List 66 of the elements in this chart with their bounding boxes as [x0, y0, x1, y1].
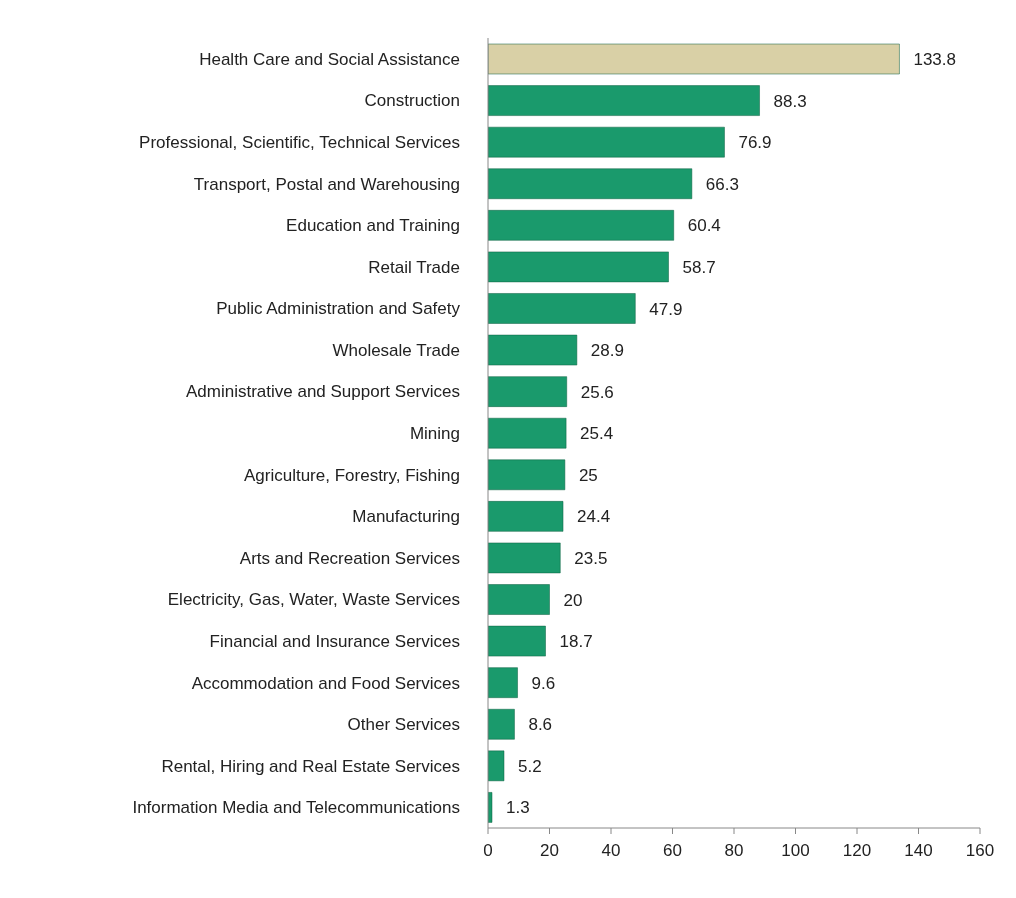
data-label: 18.7	[559, 632, 593, 652]
x-tick-label: 40	[601, 841, 621, 861]
y-tick-label: Transport, Postal and Warehousing	[193, 174, 460, 194]
bar	[488, 501, 564, 532]
y-tick-label: Other Services	[347, 715, 460, 735]
data-label: 47.9	[649, 299, 683, 319]
x-tick-label: 80	[724, 841, 744, 861]
x-tick-label: 60	[663, 841, 682, 861]
y-tick-label: Construction	[364, 91, 460, 111]
data-label: 24.4	[577, 507, 611, 527]
y-tick-label: Information Media and Telecommunications	[132, 798, 460, 818]
bar	[488, 251, 669, 283]
bar	[488, 667, 518, 698]
bar	[488, 168, 693, 199]
y-tick-label: Electricity, Gas, Water, Waste Services	[167, 590, 460, 610]
y-tick-label: Manufacturing	[352, 507, 460, 527]
data-label: 23.5	[574, 548, 608, 568]
data-label: 88.3	[773, 91, 807, 111]
data-label: 58.7	[682, 257, 716, 277]
x-tick-label: 20	[540, 841, 559, 861]
y-tick-label: Education and Training	[286, 216, 460, 236]
bar	[488, 542, 561, 574]
bar	[488, 792, 493, 823]
data-label: 8.6	[528, 715, 553, 735]
bar	[488, 85, 760, 116]
x-tick-label: 120	[842, 841, 872, 861]
bar	[488, 750, 505, 782]
data-label: 5.2	[517, 756, 542, 776]
x-tick-label: 160	[965, 841, 995, 861]
bar	[488, 126, 725, 158]
bar	[488, 43, 900, 75]
y-tick-label: Retail Trade	[368, 257, 460, 277]
bar	[488, 709, 515, 740]
y-tick-label: Financial and Insurance Services	[209, 631, 460, 651]
data-label: 133.8	[913, 50, 956, 70]
y-tick-label: Administrative and Support Services	[185, 382, 460, 402]
x-tick-label: 140	[904, 841, 933, 861]
bar	[488, 210, 674, 241]
y-tick-label: Professional, Scientific, Technical Services	[139, 132, 460, 152]
y-tick-label: Public Administration and Safety	[216, 299, 461, 319]
bar	[488, 625, 546, 657]
x-tick-label: 100	[781, 841, 810, 861]
data-label: 20	[563, 590, 583, 610]
y-tick-label: Arts and Recreation Services	[239, 548, 460, 568]
x-tick-label: 0	[483, 841, 493, 861]
bar	[488, 334, 578, 366]
bar	[488, 584, 550, 615]
y-tick-label: Wholesale Trade	[332, 340, 460, 360]
y-tick-label: Health Care and Social Assistance	[199, 49, 460, 69]
y-tick-label: Mining	[409, 424, 460, 444]
data-label: 66.3	[705, 174, 739, 194]
y-tick-label: Agriculture, Forestry, Fishing	[243, 465, 460, 485]
bar	[488, 417, 567, 449]
data-label: 60.4	[687, 216, 721, 236]
bar	[488, 459, 566, 491]
y-tick-label: Accommodation and Food Services	[191, 673, 460, 693]
bar	[488, 293, 636, 324]
data-label: 25	[578, 465, 598, 485]
data-label: 9.6	[531, 673, 556, 693]
y-tick-label: Rental, Hiring and Real Estate Services	[161, 756, 460, 776]
data-label: 1.3	[506, 798, 530, 818]
data-label: 76.9	[738, 133, 772, 153]
data-label: 25.6	[580, 382, 614, 402]
data-label: 25.4	[580, 424, 614, 444]
data-label: 28.9	[590, 341, 624, 361]
bar	[488, 376, 567, 407]
